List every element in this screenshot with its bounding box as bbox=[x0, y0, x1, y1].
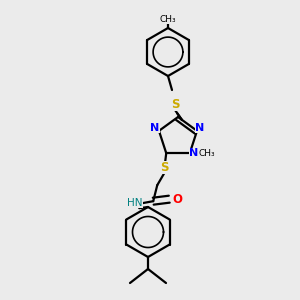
Text: S: S bbox=[171, 98, 179, 110]
Text: HN: HN bbox=[128, 198, 143, 208]
Text: N: N bbox=[150, 123, 160, 133]
Text: N: N bbox=[189, 148, 198, 158]
Text: CH₃: CH₃ bbox=[198, 149, 215, 158]
Text: N: N bbox=[195, 123, 205, 133]
Text: S: S bbox=[160, 161, 169, 174]
Text: O: O bbox=[172, 193, 182, 206]
Text: CH₃: CH₃ bbox=[160, 14, 176, 23]
